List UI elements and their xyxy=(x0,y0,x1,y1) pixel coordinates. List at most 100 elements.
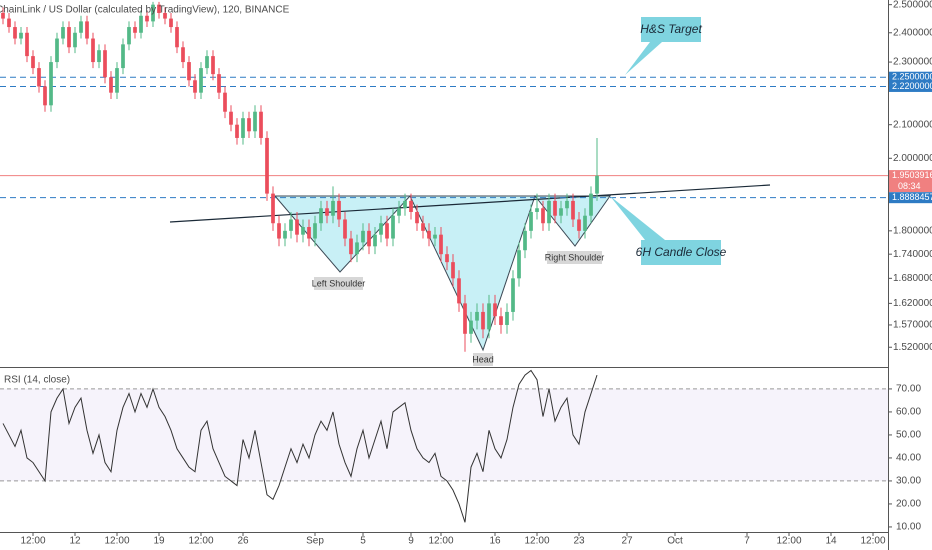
candle-body xyxy=(337,200,341,220)
candle-body xyxy=(367,230,371,247)
candle-body xyxy=(115,68,119,93)
y-tick-label: 2.10000000 xyxy=(893,119,932,130)
rsi-title: RSI (14, close) xyxy=(4,375,70,386)
candle-body xyxy=(457,278,461,304)
x-tick-label: 12:00 xyxy=(776,536,801,547)
candle-body xyxy=(241,118,245,138)
candle-body xyxy=(259,111,263,138)
candle-body xyxy=(595,175,599,194)
price-label-box xyxy=(889,192,932,204)
x-tick-label: 12:00 xyxy=(188,536,213,547)
y-tick-label: 2.40000000 xyxy=(893,27,932,38)
x-tick-label: 16 xyxy=(489,536,501,547)
candle-body xyxy=(547,200,551,224)
candle-body xyxy=(283,230,287,239)
candle-body xyxy=(247,118,251,132)
candle-body xyxy=(355,242,359,255)
candle-body xyxy=(7,18,11,28)
candle-body xyxy=(61,27,65,39)
candle-body xyxy=(475,311,479,321)
candle-body xyxy=(319,208,323,224)
candle-body xyxy=(517,250,521,279)
candle-body xyxy=(187,62,191,81)
candle-body xyxy=(73,32,77,48)
candle-body xyxy=(349,238,353,255)
candle-body xyxy=(121,44,125,69)
rsi-band xyxy=(0,388,888,481)
candle-body xyxy=(163,12,167,19)
candle-body xyxy=(289,219,293,231)
candle-body xyxy=(91,38,95,63)
candle-body xyxy=(151,4,155,22)
x-tick-label: 26 xyxy=(237,536,249,547)
candle-body xyxy=(469,320,473,334)
candle-body xyxy=(157,4,161,13)
candle-body xyxy=(373,234,377,247)
candle-body xyxy=(235,124,239,138)
x-tick-label: 12:00 xyxy=(524,536,549,547)
candle-body xyxy=(439,234,443,255)
price-label: 2.25000000 xyxy=(892,72,932,82)
y-tick-label: 1.62000000 xyxy=(893,298,932,309)
candle-body xyxy=(175,27,179,48)
pattern-label: Head xyxy=(472,354,494,364)
candle-body xyxy=(565,200,569,209)
y-tick-label: 30.00 xyxy=(896,476,921,487)
candle-body xyxy=(49,62,53,106)
x-tick-label: 7 xyxy=(744,536,750,547)
x-tick-label: Sep xyxy=(306,536,324,547)
y-tick-label: 50.00 xyxy=(896,430,921,441)
candle-body xyxy=(499,316,503,325)
candle-body xyxy=(571,200,575,220)
candle-body xyxy=(325,208,329,216)
candle-body xyxy=(409,200,413,212)
candle-body xyxy=(277,223,281,239)
candle-body xyxy=(529,211,533,231)
candle-body xyxy=(181,47,185,63)
candle-body xyxy=(13,27,17,39)
x-tick-label: 12:00 xyxy=(428,536,453,547)
x-tick-label: 12:00 xyxy=(860,536,885,547)
candle-body xyxy=(427,230,431,239)
countdown: 08:34 xyxy=(898,181,921,191)
x-tick-label: 12:00 xyxy=(20,536,45,547)
y-tick-label: 2.30000000 xyxy=(893,57,932,68)
candle-body xyxy=(379,223,383,235)
candle-body xyxy=(145,15,149,22)
label-box xyxy=(547,251,602,264)
x-tick-label: 12:00 xyxy=(104,536,129,547)
candle-body xyxy=(127,27,131,45)
candle-body xyxy=(511,278,515,312)
pattern-label: Left Shoulder xyxy=(312,278,366,288)
candle-body xyxy=(229,111,233,125)
x-tick-label: 9 xyxy=(408,536,414,547)
candle-body xyxy=(343,219,347,239)
candle-body xyxy=(133,27,137,33)
candle-body xyxy=(361,230,365,243)
y-tick-label: 1.80000000 xyxy=(893,225,932,236)
candle-body xyxy=(193,80,197,93)
candle-body xyxy=(205,56,209,69)
candle-body xyxy=(109,77,113,93)
candle-body xyxy=(43,86,47,106)
x-tick-label: Oct xyxy=(667,536,683,547)
price-label-box xyxy=(889,170,932,193)
rsi-line xyxy=(2,369,598,523)
candle-body xyxy=(265,137,269,194)
candle-body xyxy=(433,234,437,239)
candle-body xyxy=(577,219,581,231)
candle-body xyxy=(25,32,29,57)
callout-text: H&S Target xyxy=(640,22,702,36)
candle-body xyxy=(67,27,71,48)
x-tick-label: 5 xyxy=(360,536,366,547)
x-tick-label: 19 xyxy=(153,536,165,547)
x-tick-label: 12 xyxy=(69,536,81,547)
y-tick-label: 60.00 xyxy=(896,407,921,418)
y-tick-label: 70.00 xyxy=(896,384,921,395)
candle-body xyxy=(85,21,89,39)
candle-body xyxy=(211,56,215,75)
candle-body xyxy=(487,303,491,330)
price-label: 1.88884578 xyxy=(892,192,932,202)
price-label: 2.22000000 xyxy=(892,81,932,91)
candle-body xyxy=(223,92,227,112)
